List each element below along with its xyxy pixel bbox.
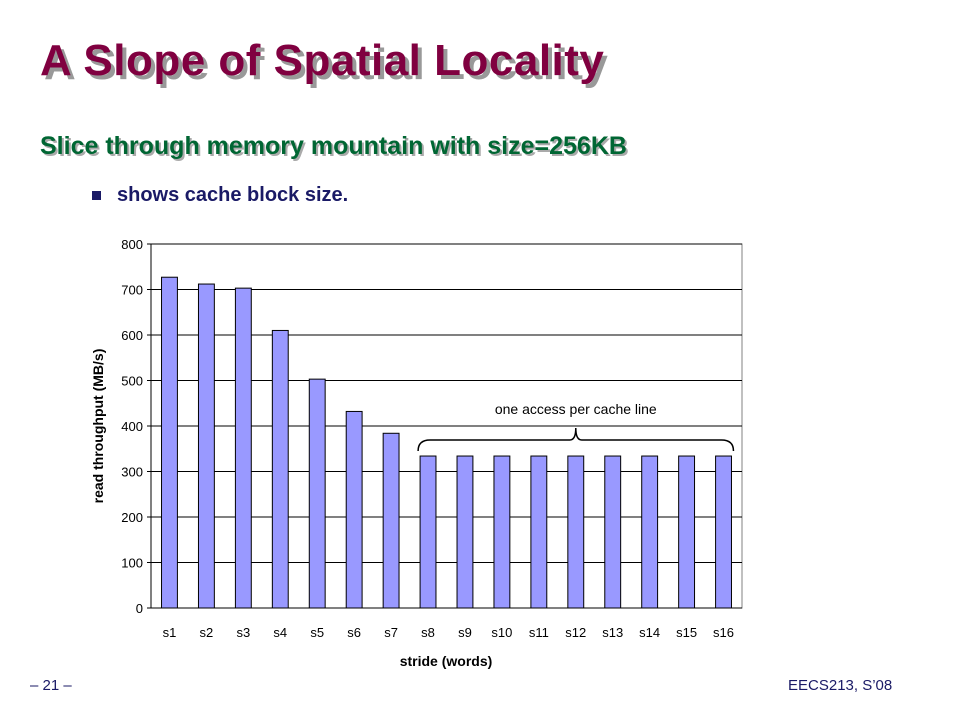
x-tick-label: s7 <box>384 625 398 640</box>
bar-s6 <box>345 410 363 609</box>
bar-s16 <box>715 455 732 609</box>
axes: 0 100 200 300 400 500 600 700 800 s1 s2 s3 s4 s5 s6 s7 s… <box>121 237 742 640</box>
x-tick-label: s9 <box>458 625 472 640</box>
x-tick-label: s13 <box>602 625 623 640</box>
x-tick-label: s15 <box>676 625 697 640</box>
bar-s10 <box>493 455 511 609</box>
bar-s2 <box>197 283 215 609</box>
y-tick-label: 800 <box>121 237 143 252</box>
x-tick-label: s12 <box>565 625 586 640</box>
bar-s8 <box>419 455 437 609</box>
bullet-item: shows cache block size. <box>92 184 348 207</box>
course-label: EECS213, S’08 <box>788 677 893 694</box>
bar-s12 <box>567 455 585 609</box>
y-tick-label: 0 <box>136 601 143 616</box>
bar-s15 <box>678 455 696 609</box>
x-tick-label: s4 <box>273 625 287 640</box>
x-tick-label: s3 <box>236 625 250 640</box>
y-axis-label: read throughput (MB/s) <box>90 349 106 504</box>
x-tick-label: s10 <box>491 625 512 640</box>
bar-s3 <box>234 287 252 609</box>
annotation: one access per cache line <box>417 401 735 452</box>
x-tick-label: s14 <box>639 625 660 640</box>
slide-subtitle: Slice through memory mountain with size=… <box>40 132 627 160</box>
bar-s9 <box>456 455 474 609</box>
x-axis-label: stride (words) <box>400 653 493 669</box>
bar-s7 <box>382 432 400 609</box>
y-tick-label: 200 <box>121 510 143 525</box>
x-tick-label: s5 <box>310 625 324 640</box>
bar-s14 <box>641 455 659 609</box>
x-tick-label: s8 <box>421 625 435 640</box>
y-tick-label: 100 <box>121 556 143 571</box>
y-tick-label: 300 <box>121 465 143 480</box>
y-tick-label: 700 <box>121 283 143 298</box>
bar-s13 <box>604 455 622 609</box>
x-tick-label: s1 <box>163 625 177 640</box>
x-tick-label: s16 <box>713 625 734 640</box>
y-tick-label: 400 <box>121 419 143 434</box>
bar-s5 <box>308 378 326 609</box>
x-tick-label: s2 <box>200 625 214 640</box>
y-tick-label: 500 <box>121 374 143 389</box>
annotation-text: one access per cache line <box>495 401 657 417</box>
slide-number: – 21 – <box>30 677 72 694</box>
bar-s4 <box>271 329 289 609</box>
x-tick-label: s6 <box>347 625 361 640</box>
bars <box>161 276 732 609</box>
slide-title: A Slope of Spatial Locality <box>40 36 605 85</box>
y-tick-label: 600 <box>121 328 143 343</box>
bar-s11 <box>530 455 548 609</box>
bar-s1 <box>161 276 178 609</box>
annotation-brace <box>417 427 735 452</box>
bullet-text: shows cache block size. <box>117 184 349 206</box>
x-tick-label: s11 <box>529 625 549 640</box>
bullet-square-icon <box>92 191 101 200</box>
